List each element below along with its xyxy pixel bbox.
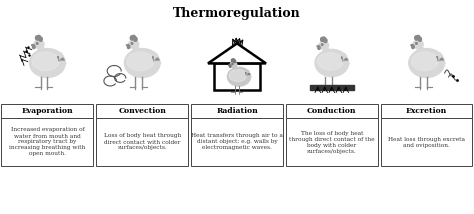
Ellipse shape [318,46,320,49]
Text: Loss of body heat through
direct contact with colder
surfaces/objects.: Loss of body heat through direct contact… [104,134,181,150]
Ellipse shape [321,44,323,45]
Text: Increased evaporation of
water from mouth and
respiratory tract by
increasing br: Increased evaporation of water from mout… [9,128,86,156]
Polygon shape [416,48,423,51]
Polygon shape [132,48,139,51]
Ellipse shape [134,37,137,41]
Ellipse shape [416,43,417,44]
Text: Thermoregulation: Thermoregulation [173,7,301,20]
Ellipse shape [412,45,414,49]
Polygon shape [154,58,159,61]
Polygon shape [59,58,64,61]
Ellipse shape [228,67,251,86]
Text: Convection: Convection [118,107,166,115]
Polygon shape [343,61,349,64]
Polygon shape [437,56,438,61]
Bar [96,104,188,118]
Ellipse shape [409,49,445,77]
Ellipse shape [130,36,134,40]
Polygon shape [341,56,343,61]
Ellipse shape [132,35,136,40]
Ellipse shape [34,40,44,49]
Polygon shape [246,76,251,77]
Ellipse shape [124,49,160,77]
Ellipse shape [418,37,421,41]
Ellipse shape [231,59,234,62]
Text: Evaporation: Evaporation [22,107,73,115]
Bar [1,104,93,118]
Bar [1,118,93,166]
Ellipse shape [411,52,438,71]
Polygon shape [59,61,66,64]
Ellipse shape [128,45,130,49]
Bar [286,118,378,166]
Ellipse shape [324,39,327,43]
Ellipse shape [413,40,423,49]
Polygon shape [154,53,157,61]
Polygon shape [410,44,413,46]
Ellipse shape [36,36,39,40]
Ellipse shape [315,49,348,77]
Ellipse shape [127,52,154,71]
Ellipse shape [37,35,41,40]
Polygon shape [126,44,128,46]
Polygon shape [59,53,63,61]
Polygon shape [322,49,328,52]
Polygon shape [246,70,249,76]
Bar [191,104,283,118]
Ellipse shape [229,70,246,82]
Polygon shape [317,45,319,47]
Ellipse shape [232,59,235,62]
Polygon shape [228,65,230,66]
Ellipse shape [36,43,38,44]
Polygon shape [438,58,444,61]
Ellipse shape [33,45,35,49]
Ellipse shape [320,37,324,41]
Ellipse shape [29,49,65,77]
Polygon shape [246,73,250,76]
Ellipse shape [230,62,237,67]
Bar [191,118,283,166]
Text: Heat loss through excreta
and oviposition.: Heat loss through excreta and ovipositio… [388,137,465,147]
Ellipse shape [232,64,233,65]
Ellipse shape [32,52,59,71]
Polygon shape [153,56,154,61]
Ellipse shape [131,43,133,44]
Bar [381,118,473,166]
Ellipse shape [319,41,328,49]
Text: Conduction: Conduction [307,107,356,115]
Ellipse shape [128,40,139,49]
Polygon shape [208,43,266,63]
Polygon shape [343,54,346,61]
Ellipse shape [234,60,236,63]
Text: Radiation: Radiation [216,107,258,115]
Polygon shape [37,48,44,51]
Polygon shape [58,56,59,61]
Bar [286,104,378,118]
Ellipse shape [416,35,420,40]
Polygon shape [438,53,442,61]
Polygon shape [154,61,161,64]
Ellipse shape [229,65,231,67]
Polygon shape [31,44,34,46]
Ellipse shape [322,37,325,41]
Bar [381,104,473,118]
Ellipse shape [318,53,343,70]
Text: Excretion: Excretion [406,107,447,115]
Text: Heat transfers through air to a
distant object; e.g. walls by
electromagnetic wa: Heat transfers through air to a distant … [191,134,283,150]
Bar [214,63,260,90]
Polygon shape [232,67,237,69]
Ellipse shape [415,36,418,40]
Polygon shape [438,61,445,64]
Text: The loss of body heat
through direct contact of the
body with colder
surfaces/ob: The loss of body heat through direct con… [289,131,374,153]
Bar [96,118,188,166]
Ellipse shape [39,37,42,41]
Polygon shape [343,58,348,61]
Bar [310,85,354,90]
